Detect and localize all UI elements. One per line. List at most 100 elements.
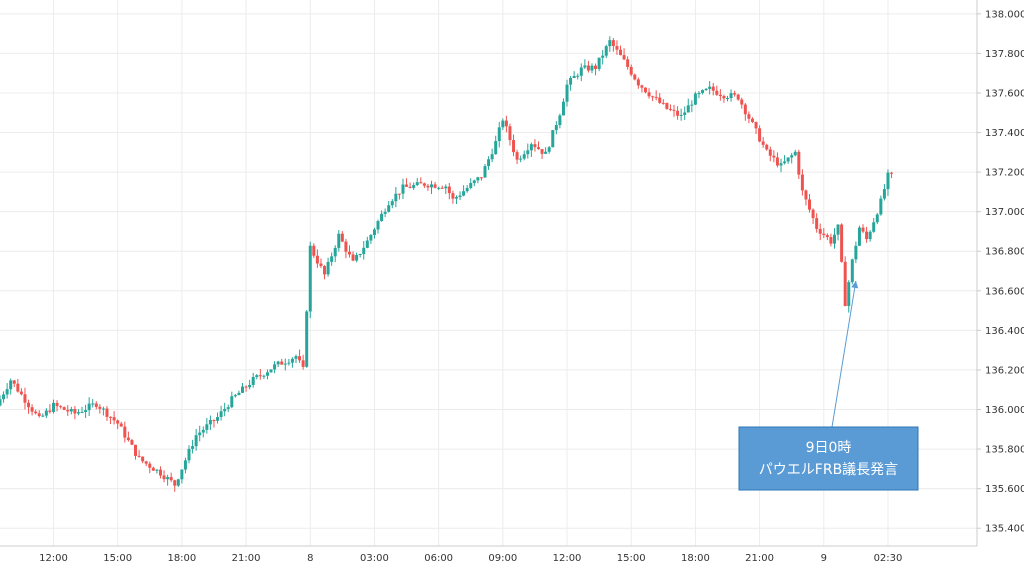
candle-body	[636, 79, 640, 86]
candle-body	[59, 406, 63, 408]
candle-body	[0, 399, 2, 406]
candle-body	[187, 448, 191, 461]
candle-body	[141, 456, 145, 462]
candle-body	[408, 186, 412, 188]
candle-body	[237, 392, 241, 396]
candle-body	[162, 475, 166, 480]
candle-body	[693, 93, 697, 105]
candle-body	[73, 408, 77, 414]
candle-body	[454, 197, 458, 199]
candle-body	[208, 419, 212, 425]
candle-body	[736, 94, 740, 100]
candle-body	[551, 130, 555, 148]
candle-body	[704, 88, 708, 91]
candle-body	[251, 377, 255, 385]
candle-body	[315, 255, 319, 264]
candle-body	[487, 159, 491, 167]
candle-body	[290, 358, 294, 363]
candle-body	[504, 120, 508, 127]
y-tick-label: 135.400	[985, 524, 1024, 535]
candle-body	[369, 235, 373, 241]
candle-body	[740, 99, 744, 105]
candle-body	[611, 40, 615, 47]
annotation-arrow	[831, 280, 857, 428]
candle-body	[358, 254, 362, 256]
candle-body	[27, 402, 31, 408]
candle-body	[590, 65, 594, 71]
candle-body	[604, 46, 608, 56]
candle-body	[658, 97, 662, 103]
candle-body	[265, 372, 269, 376]
candle-body	[340, 233, 344, 242]
candle-body	[836, 224, 840, 235]
candle-body	[191, 446, 195, 449]
candle-body	[526, 150, 530, 155]
candle-body	[123, 426, 127, 438]
candle-body	[462, 191, 466, 196]
candle-body	[12, 380, 16, 384]
candle-body	[355, 254, 359, 261]
x-tick-label: 02:30	[874, 553, 903, 564]
candle-body	[241, 386, 244, 393]
candle-body	[276, 361, 280, 365]
candle-body	[37, 413, 41, 417]
candle-body	[109, 416, 113, 418]
x-tick-labels: 12:00 15:00 18:00 21:00 8 03:00 06:00 09:00 12:0…	[39, 553, 902, 564]
candle-body	[586, 65, 590, 71]
candle-body	[686, 105, 690, 113]
x-tick-label: 15:00	[617, 553, 646, 564]
candle-body	[433, 184, 437, 188]
candle-body	[800, 174, 804, 191]
candle-body	[808, 199, 812, 210]
annotation-arrowhead	[851, 280, 859, 289]
candle-body	[865, 231, 869, 240]
candle-body	[629, 66, 633, 75]
candle-body	[451, 193, 455, 199]
candle-body	[91, 403, 95, 405]
candle-body	[226, 407, 230, 409]
candle-body	[201, 429, 205, 433]
candle-body	[23, 394, 27, 403]
candle-body	[283, 363, 287, 365]
candle-body	[351, 254, 355, 261]
x-tick-label: 12:00	[39, 553, 68, 564]
y-tick-label: 136.800	[985, 247, 1024, 258]
candle-body	[44, 410, 48, 416]
candle-body	[294, 356, 298, 359]
candle-body	[134, 444, 138, 456]
candle-body	[690, 104, 694, 106]
candle-body	[868, 231, 872, 240]
candle-body	[797, 151, 801, 175]
grid-layer	[0, 0, 981, 546]
candle-body	[668, 108, 672, 110]
candle-body	[9, 380, 13, 390]
candle-body	[365, 240, 369, 248]
candle-body	[212, 419, 216, 421]
candle-body	[701, 90, 705, 93]
candle-body	[665, 102, 669, 109]
candle-body	[376, 221, 380, 230]
candle-body	[765, 144, 769, 150]
candle-body	[515, 152, 519, 160]
candle-body	[397, 193, 401, 195]
candle-body	[654, 96, 658, 98]
candle-body	[158, 469, 162, 476]
candle-body	[857, 227, 861, 246]
annotation: 9日0時 パウエルFRB議長発言	[738, 280, 919, 491]
x-tick-label: 21:00	[232, 553, 261, 564]
candle-body	[323, 266, 327, 275]
candle-body	[87, 403, 91, 411]
candle-body	[536, 147, 540, 150]
candle-body	[754, 122, 758, 129]
candle-body	[594, 65, 598, 69]
candle-body	[822, 233, 826, 236]
candle-body	[640, 85, 644, 88]
candle-body	[390, 201, 394, 206]
candle-body	[362, 247, 366, 255]
candle-body	[16, 383, 20, 392]
candle-body	[301, 360, 305, 367]
candle-body	[48, 410, 52, 412]
candle-body	[476, 177, 480, 181]
candle-body	[676, 110, 680, 116]
x-tick-label: 9	[821, 553, 827, 564]
